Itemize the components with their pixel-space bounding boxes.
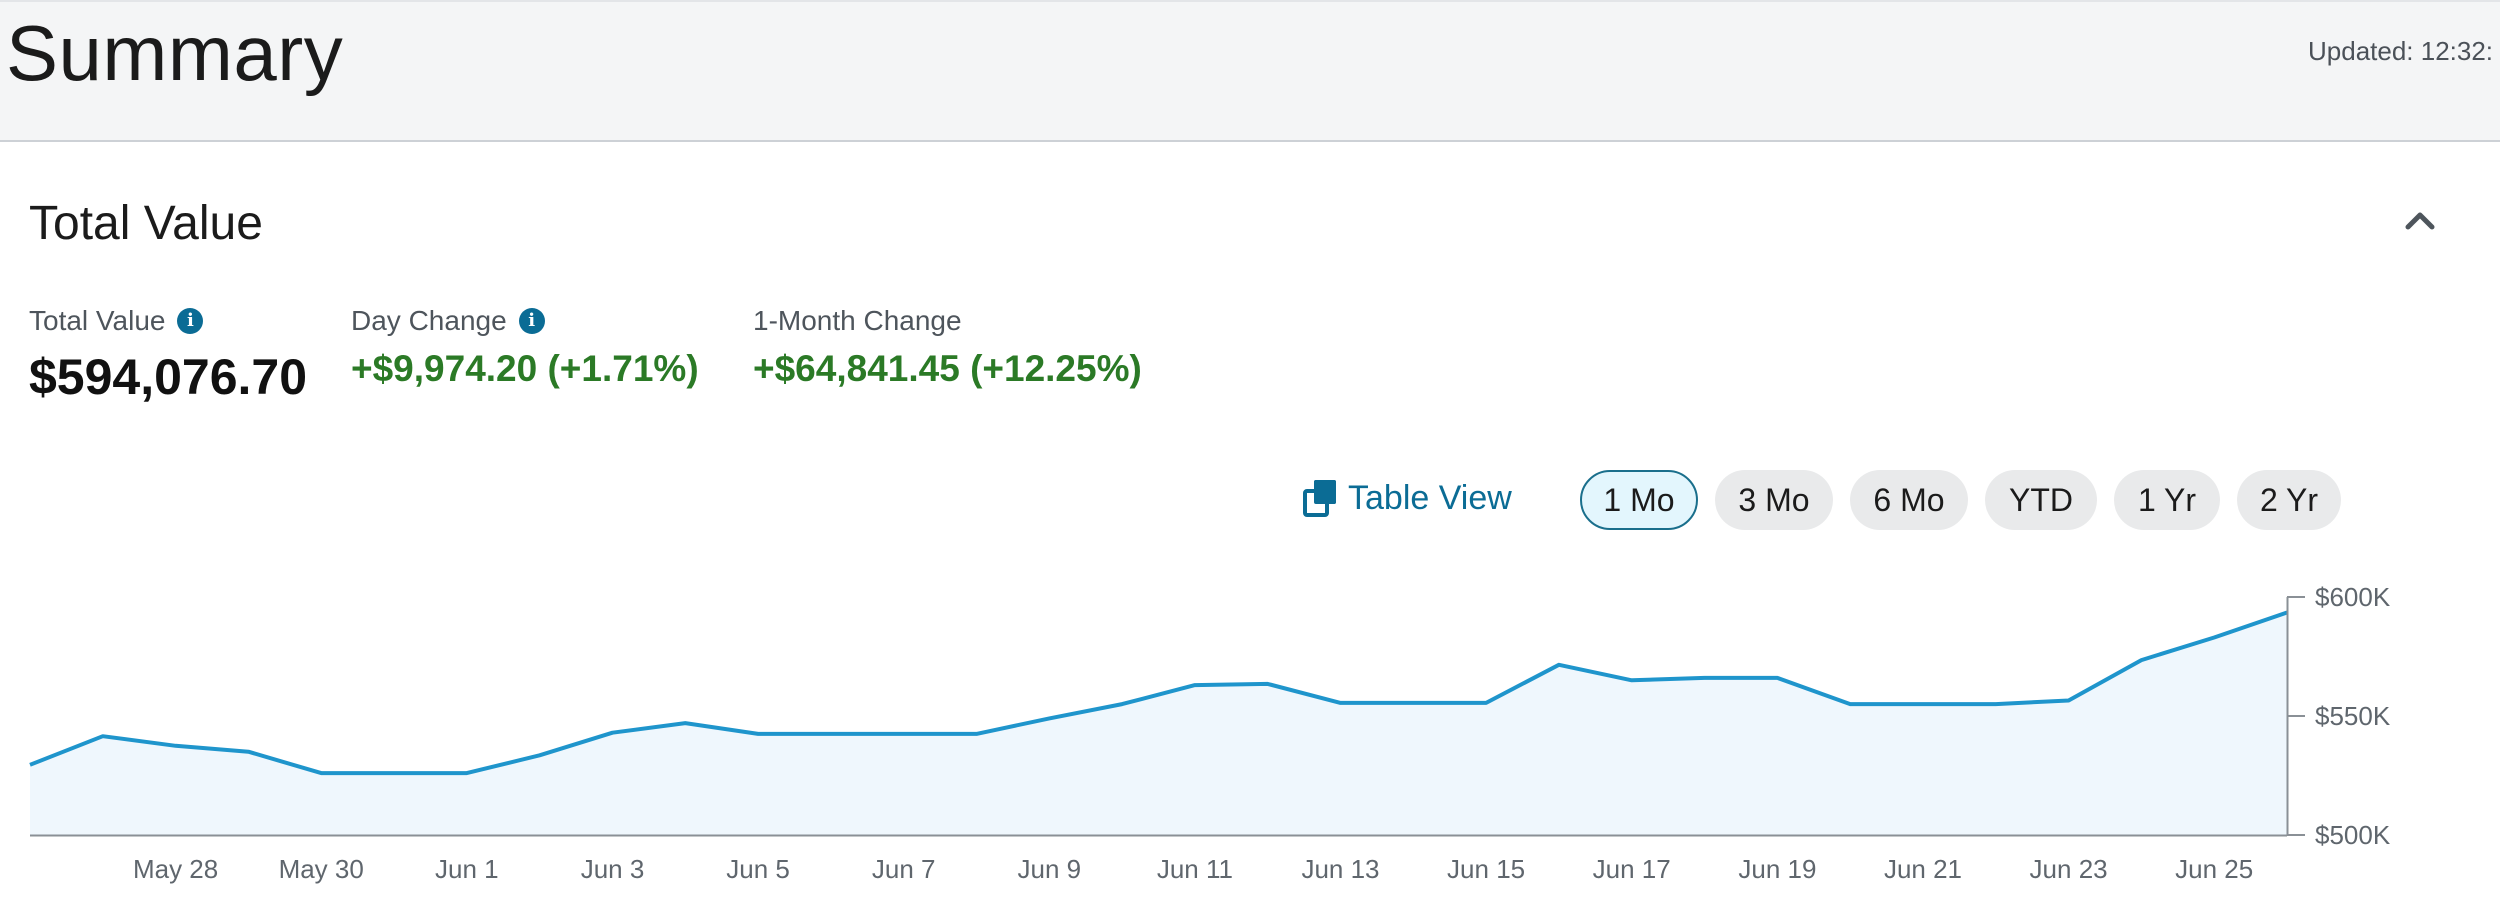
chart-x-tick-label: Jun 21 bbox=[1884, 854, 1962, 884]
chart-x-tick-label: Jun 15 bbox=[1447, 854, 1525, 884]
range-1-month-button[interactable]: 1 Mo bbox=[1580, 470, 1698, 530]
total-value-label-text: Total Value bbox=[29, 305, 166, 336]
info-icon[interactable]: i bbox=[177, 308, 204, 334]
month-change-label: 1-Month Change bbox=[753, 305, 962, 337]
collapse-button[interactable] bbox=[2400, 200, 2440, 240]
chart-x-tick-label: May 30 bbox=[279, 854, 364, 884]
range-1-year-button[interactable]: 1 Yr bbox=[2114, 470, 2220, 530]
chart-x-tick-label: Jun 17 bbox=[1593, 854, 1671, 884]
chart-x-tick-label: Jun 25 bbox=[2175, 854, 2253, 884]
chart-x-tick-label: Jun 23 bbox=[2030, 854, 2108, 884]
chart-y-tick-label: $500K bbox=[2315, 820, 2391, 850]
chart-x-tick-label: Jun 9 bbox=[1017, 854, 1081, 884]
info-icon[interactable]: i bbox=[518, 308, 545, 334]
chevron-up-icon bbox=[2405, 212, 2435, 230]
chart-area-fill bbox=[30, 612, 2287, 835]
chart-x-tick-label: Jun 11 bbox=[1157, 854, 1233, 884]
total-value-amount: $594,076.70 bbox=[29, 349, 308, 405]
chart-x-tick-label: Jun 19 bbox=[1738, 854, 1816, 884]
section-title: Total Value bbox=[29, 197, 263, 250]
table-view-icon bbox=[1303, 480, 1336, 517]
month-change-amount: +$64,841.45 (+12.25%) bbox=[753, 348, 1142, 389]
month-change-label-text: 1-Month Change bbox=[753, 305, 962, 336]
page-header: Summary Updated: 12:32: bbox=[0, 0, 2500, 142]
chart-y-tick-label: $550K bbox=[2315, 701, 2391, 731]
chart-x-tick-label: May 28 bbox=[133, 854, 218, 884]
day-change-label-text: Day Change bbox=[351, 305, 507, 336]
range-ytd-button[interactable]: YTD bbox=[1985, 470, 2097, 530]
range-2-year-button[interactable]: 2 Yr bbox=[2237, 470, 2341, 530]
chart-x-tick-label: Jun 3 bbox=[581, 854, 645, 884]
total-value-label: Total Value i bbox=[29, 305, 204, 337]
table-view-label: Table View bbox=[1348, 478, 1512, 517]
updated-timestamp: Updated: 12:32: bbox=[2308, 36, 2494, 66]
total-value-chart: $500K $550K $600K May 28 May 30 Jun 1 Jun 3 Jun… bbox=[29, 582, 2391, 884]
table-view-button[interactable]: Table View bbox=[1302, 478, 1512, 518]
chart-x-tick-label: Jun 7 bbox=[872, 854, 936, 884]
range-3-month-button[interactable]: 3 Mo bbox=[1715, 470, 1833, 530]
range-6-month-button[interactable]: 6 Mo bbox=[1850, 470, 1968, 530]
page-title: Summary bbox=[6, 9, 344, 97]
chart-x-tick-label: Jun 5 bbox=[726, 854, 790, 884]
chart-series-line bbox=[29, 610, 2288, 776]
day-change-amount: +$9,974.20 (+1.71%) bbox=[351, 348, 699, 389]
chart-x-tick-label: Jun 13 bbox=[1301, 854, 1379, 884]
chart-y-tick-label: $600K bbox=[2315, 582, 2391, 612]
chart-x-tick-label: Jun 1 bbox=[435, 854, 499, 884]
day-change-label: Day Change i bbox=[351, 305, 545, 337]
